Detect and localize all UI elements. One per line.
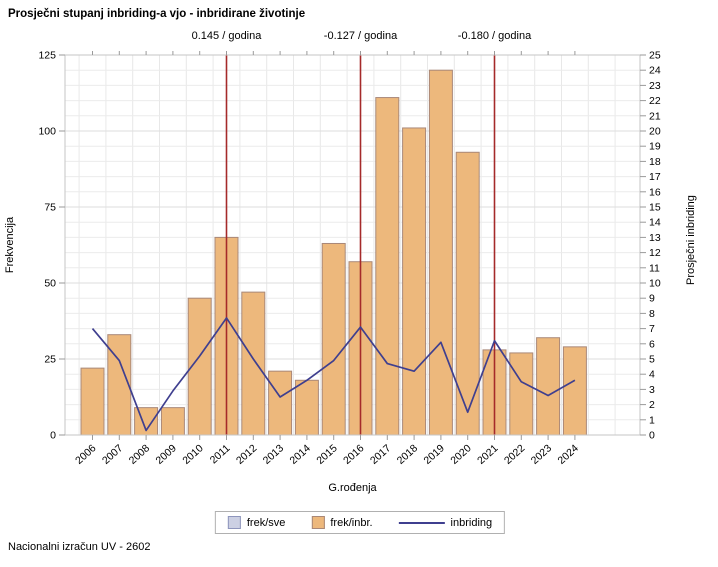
right-axis-tick-label: 14 xyxy=(649,217,661,229)
right-axis-tick-label: 10 xyxy=(649,278,661,290)
right-axis-tick-label: 22 xyxy=(649,95,661,107)
right-axis-tick-label: 3 xyxy=(649,384,655,396)
legend-label: inbriding xyxy=(450,516,493,529)
right-axis-tick-label: 17 xyxy=(649,171,661,183)
right-axis-tick-label: 25 xyxy=(649,50,661,62)
x-axis-title: G.rođenja xyxy=(328,482,377,494)
right-axis-tick-label: 11 xyxy=(649,262,660,274)
right-axis-tick-label: 23 xyxy=(649,80,661,92)
right-axis-tick-label: 5 xyxy=(649,354,655,366)
right-axis-tick-label: 8 xyxy=(649,308,655,320)
bar-2019 xyxy=(428,69,453,436)
x-axis-tick-label: 2021 xyxy=(475,442,501,467)
bar-2015 xyxy=(321,242,346,436)
legend-item-frek-inbr: frek/inbr. xyxy=(311,516,373,529)
right-axis-tick-label: 9 xyxy=(649,293,655,305)
legend-swatch-orange-icon xyxy=(311,516,325,529)
chart-title: Prosječni stupanj inbriding-a vjo - inbr… xyxy=(8,8,306,20)
footer-note: Nacionalni izračun UV - 2602 xyxy=(8,541,151,553)
plot-frame xyxy=(64,54,641,436)
x-axis-tick-label: 2024 xyxy=(556,442,582,467)
x-axis-tick-label: 2018 xyxy=(395,442,421,467)
x-axis-tick-label: 2017 xyxy=(368,442,394,467)
right-axis-tick-label: 1 xyxy=(649,414,655,426)
legend-item-inbriding: inbriding xyxy=(398,516,493,529)
left-axis-title: Frekvencija xyxy=(4,216,16,274)
left-axis-tick-label: 100 xyxy=(38,126,56,138)
x-axis-tick-label: 2011 xyxy=(208,442,233,466)
right-axis-tick-label: 13 xyxy=(649,232,661,244)
x-axis-tick-label: 2006 xyxy=(73,442,99,467)
x-axis-tick-label: 2014 xyxy=(288,442,314,467)
x-axis-tick-label: 2016 xyxy=(341,442,367,467)
right-axis-tick-label: 16 xyxy=(649,186,661,198)
x-axis-tick-label: 2008 xyxy=(127,442,153,467)
x-axis-tick-label: 2009 xyxy=(154,442,180,467)
left-axis-tick-label: 0 xyxy=(50,430,56,442)
bar-2014 xyxy=(294,379,319,436)
bar-2024 xyxy=(562,346,587,436)
right-axis-tick-label: 24 xyxy=(649,65,661,77)
right-axis-tick-label: 18 xyxy=(649,156,661,168)
x-axis-tick-label: 2007 xyxy=(100,442,126,467)
x-axis-tick-label: 2020 xyxy=(448,442,474,467)
annotation-1: -0.127 / godina xyxy=(323,30,398,42)
x-axis-tick-label: 2010 xyxy=(180,442,206,467)
inbriding-line xyxy=(91,317,576,432)
right-axis-tick-label: 2 xyxy=(649,399,655,411)
bar-2022 xyxy=(509,352,534,436)
bar-2012 xyxy=(241,291,266,436)
right-axis-tick-label: 6 xyxy=(649,338,655,350)
left-axis-tick-label: 125 xyxy=(38,50,56,62)
right-axis-tick-label: 21 xyxy=(649,110,661,122)
chart-legend: frek/sve frek/inbr. inbriding xyxy=(214,511,506,534)
bar-2023 xyxy=(536,337,561,436)
bar-2009 xyxy=(160,407,185,436)
right-axis-tick-label: 0 xyxy=(649,430,655,442)
x-axis-tick-label: 2012 xyxy=(234,442,260,467)
bar-2013 xyxy=(268,370,293,436)
x-axis-tick-label: 2013 xyxy=(261,442,287,467)
right-axis-tick-label: 20 xyxy=(649,126,661,138)
bar-2017 xyxy=(375,97,400,436)
right-axis-tick-label: 4 xyxy=(649,369,655,381)
bar-2018 xyxy=(402,127,427,436)
right-axis-title: Prosječni inbriding xyxy=(685,195,697,285)
x-axis-tick-label: 2022 xyxy=(502,442,528,467)
x-axis-tick-label: 2019 xyxy=(422,442,448,467)
right-axis-tick-label: 7 xyxy=(649,323,655,335)
legend-label: frek/sve xyxy=(246,516,286,529)
left-axis-tick-label: 25 xyxy=(44,354,56,366)
legend-item-frek-sve: frek/sve xyxy=(227,516,286,529)
x-axis-tick-label: 2023 xyxy=(529,442,555,467)
left-axis-tick-label: 50 xyxy=(44,278,56,290)
annotation-0: 0.145 / godina xyxy=(191,30,262,42)
x-axis-tick-label: 2015 xyxy=(314,442,340,467)
right-axis-tick-label: 12 xyxy=(649,247,661,259)
right-axis-tick-label: 19 xyxy=(649,141,661,153)
legend-label: frek/inbr. xyxy=(330,516,373,529)
legend-swatch-gray-icon xyxy=(227,516,241,529)
legend-line-swatch-icon xyxy=(398,521,445,524)
right-axis-tick-label: 15 xyxy=(649,202,661,214)
left-axis-tick-label: 75 xyxy=(44,202,56,214)
annotation-2: -0.180 / godina xyxy=(457,30,532,42)
bar-2006 xyxy=(80,367,105,436)
